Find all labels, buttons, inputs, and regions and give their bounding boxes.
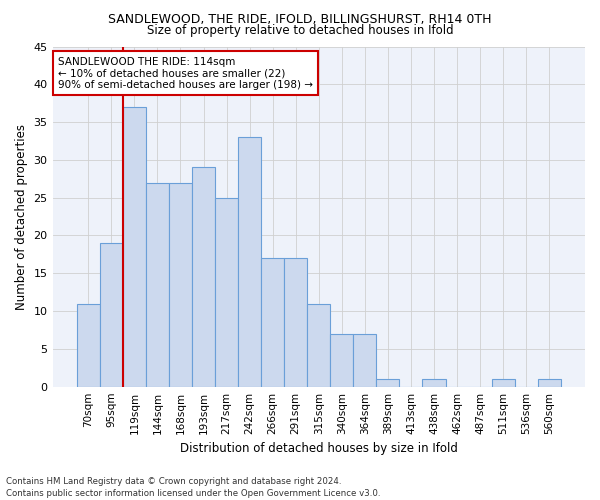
Bar	[77, 304, 100, 386]
Bar	[215, 198, 238, 386]
Text: SANDLEWOOD, THE RIDE, IFOLD, BILLINGSHURST, RH14 0TH: SANDLEWOOD, THE RIDE, IFOLD, BILLINGSHUR…	[108, 12, 492, 26]
Bar	[353, 334, 376, 386]
Bar	[169, 182, 192, 386]
X-axis label: Distribution of detached houses by size in Ifold: Distribution of detached houses by size …	[180, 442, 458, 455]
Bar	[491, 379, 515, 386]
Bar	[422, 379, 446, 386]
Bar	[123, 107, 146, 386]
Bar	[261, 258, 284, 386]
Bar	[284, 258, 307, 386]
Bar	[100, 243, 123, 386]
Y-axis label: Number of detached properties: Number of detached properties	[15, 124, 28, 310]
Bar	[192, 168, 215, 386]
Bar	[330, 334, 353, 386]
Text: SANDLEWOOD THE RIDE: 114sqm
← 10% of detached houses are smaller (22)
90% of sem: SANDLEWOOD THE RIDE: 114sqm ← 10% of det…	[58, 56, 313, 90]
Text: Contains HM Land Registry data © Crown copyright and database right 2024.
Contai: Contains HM Land Registry data © Crown c…	[6, 476, 380, 498]
Bar	[376, 379, 400, 386]
Bar	[307, 304, 330, 386]
Text: Size of property relative to detached houses in Ifold: Size of property relative to detached ho…	[146, 24, 454, 37]
Bar	[538, 379, 561, 386]
Bar	[238, 137, 261, 386]
Bar	[146, 182, 169, 386]
